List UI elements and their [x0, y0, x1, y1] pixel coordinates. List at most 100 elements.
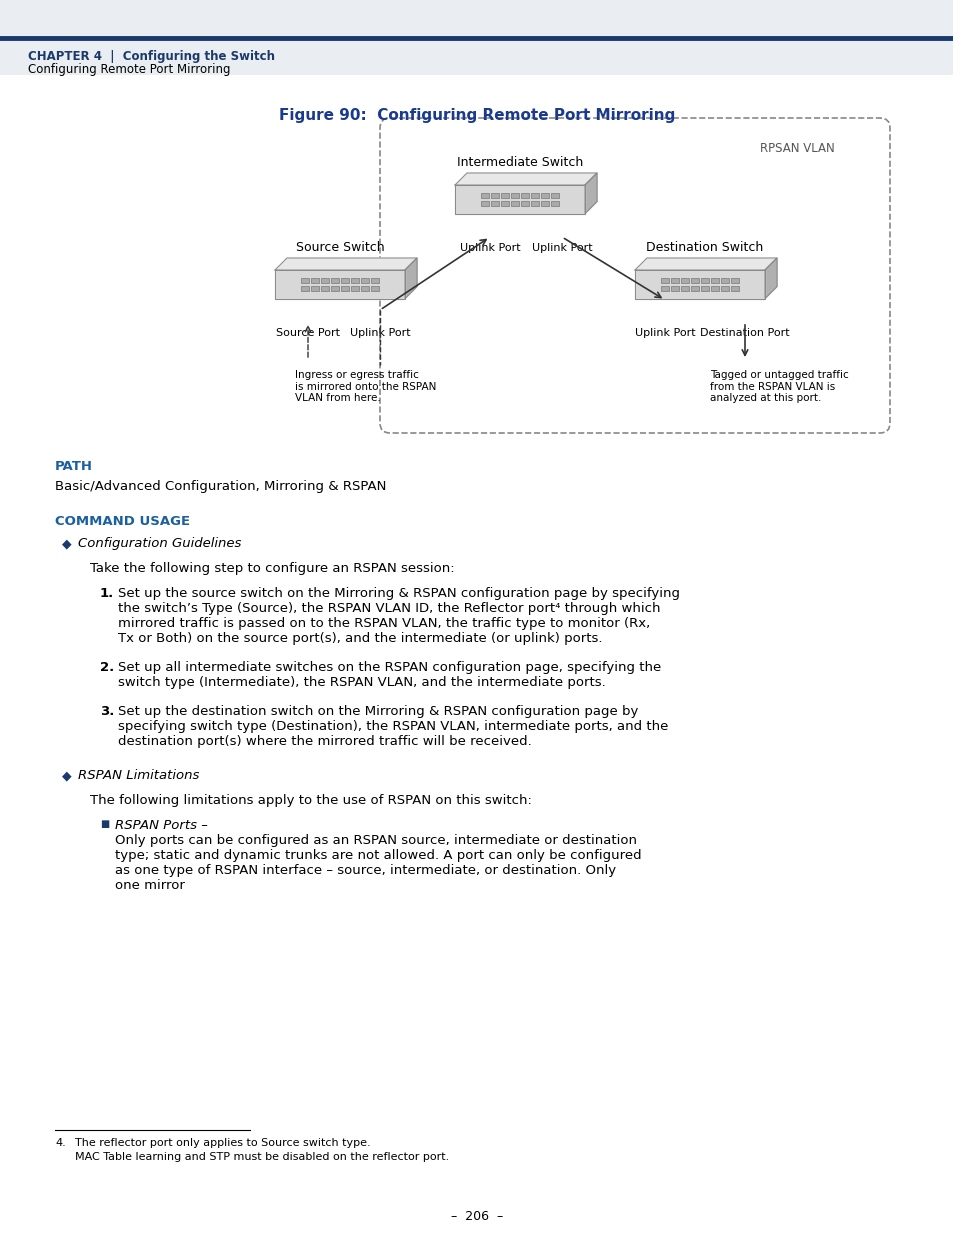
FancyBboxPatch shape: [491, 193, 498, 198]
FancyBboxPatch shape: [351, 278, 358, 283]
FancyBboxPatch shape: [700, 285, 708, 290]
FancyBboxPatch shape: [320, 278, 329, 283]
Text: –  206  –: – 206 –: [451, 1210, 502, 1223]
FancyBboxPatch shape: [320, 285, 329, 290]
FancyBboxPatch shape: [531, 193, 538, 198]
Text: Only ports can be configured as an RSPAN source, intermediate or destination: Only ports can be configured as an RSPAN…: [115, 834, 637, 847]
FancyBboxPatch shape: [690, 285, 699, 290]
FancyBboxPatch shape: [340, 285, 349, 290]
FancyBboxPatch shape: [491, 201, 498, 206]
FancyBboxPatch shape: [360, 278, 369, 283]
FancyBboxPatch shape: [500, 201, 509, 206]
Text: RSPAN Limitations: RSPAN Limitations: [78, 769, 199, 782]
FancyBboxPatch shape: [351, 285, 358, 290]
FancyBboxPatch shape: [720, 278, 728, 283]
FancyBboxPatch shape: [301, 278, 309, 283]
Text: Set up all intermediate switches on the RSPAN configuration page, specifying the: Set up all intermediate switches on the …: [118, 661, 660, 674]
Text: ◆: ◆: [62, 769, 71, 782]
FancyBboxPatch shape: [311, 285, 318, 290]
Text: Set up the source switch on the Mirroring & RSPAN configuration page by specifyi: Set up the source switch on the Mirrorin…: [118, 587, 679, 600]
Text: Configuration Guidelines: Configuration Guidelines: [78, 537, 241, 550]
Text: RSPAN Ports –: RSPAN Ports –: [115, 819, 208, 832]
Polygon shape: [455, 173, 597, 185]
Text: PATH: PATH: [55, 459, 92, 473]
FancyBboxPatch shape: [710, 278, 719, 283]
FancyBboxPatch shape: [311, 278, 318, 283]
Text: Figure 90:  Configuring Remote Port Mirroring: Figure 90: Configuring Remote Port Mirro…: [278, 107, 675, 124]
FancyBboxPatch shape: [720, 285, 728, 290]
Polygon shape: [584, 173, 597, 214]
FancyBboxPatch shape: [670, 278, 679, 283]
Text: Tagged or untagged traffic
from the RSPAN VLAN is
analyzed at this port.: Tagged or untagged traffic from the RSPA…: [709, 370, 848, 403]
Text: Uplink Port: Uplink Port: [459, 243, 519, 253]
Text: The reflector port only applies to Source switch type.: The reflector port only applies to Sourc…: [75, 1137, 370, 1149]
Text: mirrored traffic is passed on to the RSPAN VLAN, the traffic type to monitor (Rx: mirrored traffic is passed on to the RSP…: [118, 618, 650, 630]
FancyBboxPatch shape: [480, 201, 489, 206]
FancyBboxPatch shape: [511, 201, 518, 206]
FancyBboxPatch shape: [700, 278, 708, 283]
FancyBboxPatch shape: [660, 278, 668, 283]
FancyBboxPatch shape: [301, 285, 309, 290]
Text: Uplink Port: Uplink Port: [634, 329, 695, 338]
Text: the switch’s Type (Source), the RSPAN VLAN ID, the Reflector port⁴ through which: the switch’s Type (Source), the RSPAN VL…: [118, 601, 659, 615]
FancyBboxPatch shape: [670, 285, 679, 290]
Text: 1.: 1.: [100, 587, 114, 600]
FancyBboxPatch shape: [520, 201, 529, 206]
Text: Basic/Advanced Configuration, Mirroring & RSPAN: Basic/Advanced Configuration, Mirroring …: [55, 480, 386, 493]
FancyBboxPatch shape: [520, 193, 529, 198]
Text: 2.: 2.: [100, 661, 114, 674]
FancyBboxPatch shape: [540, 201, 548, 206]
Text: Take the following step to configure an RSPAN session:: Take the following step to configure an …: [90, 562, 455, 576]
FancyBboxPatch shape: [500, 193, 509, 198]
Text: Intermediate Switch: Intermediate Switch: [456, 156, 582, 169]
Text: Destination Port: Destination Port: [700, 329, 789, 338]
FancyBboxPatch shape: [360, 285, 369, 290]
FancyBboxPatch shape: [680, 278, 688, 283]
Text: Uplink Port: Uplink Port: [350, 329, 410, 338]
Text: Source Switch: Source Switch: [295, 241, 384, 254]
Text: Configuring Remote Port Mirroring: Configuring Remote Port Mirroring: [28, 63, 231, 77]
FancyBboxPatch shape: [340, 278, 349, 283]
Text: CHAPTER 4  |  Configuring the Switch: CHAPTER 4 | Configuring the Switch: [28, 49, 274, 63]
FancyBboxPatch shape: [551, 193, 558, 198]
FancyBboxPatch shape: [331, 285, 338, 290]
Text: type; static and dynamic trunks are not allowed. A port can only be configured: type; static and dynamic trunks are not …: [115, 848, 641, 862]
Text: COMMAND USAGE: COMMAND USAGE: [55, 515, 190, 529]
Text: Set up the destination switch on the Mirroring & RSPAN configuration page by: Set up the destination switch on the Mir…: [118, 705, 638, 718]
Text: Source Port: Source Port: [275, 329, 339, 338]
Polygon shape: [274, 258, 416, 270]
Text: switch type (Intermediate), the RSPAN VLAN, and the intermediate ports.: switch type (Intermediate), the RSPAN VL…: [118, 676, 605, 689]
Text: Ingress or egress traffic
is mirrored onto the RSPAN
VLAN from here.: Ingress or egress traffic is mirrored on…: [294, 370, 436, 403]
Text: as one type of RSPAN interface – source, intermediate, or destination. Only: as one type of RSPAN interface – source,…: [115, 864, 616, 877]
FancyBboxPatch shape: [730, 278, 739, 283]
Text: destination port(s) where the mirrored traffic will be received.: destination port(s) where the mirrored t…: [118, 735, 531, 748]
FancyBboxPatch shape: [540, 193, 548, 198]
Text: The following limitations apply to the use of RSPAN on this switch:: The following limitations apply to the u…: [90, 794, 532, 806]
Text: 3.: 3.: [100, 705, 114, 718]
Polygon shape: [274, 270, 405, 299]
FancyBboxPatch shape: [531, 201, 538, 206]
Polygon shape: [405, 258, 416, 299]
FancyBboxPatch shape: [371, 278, 378, 283]
Polygon shape: [635, 258, 776, 270]
FancyBboxPatch shape: [511, 193, 518, 198]
FancyBboxPatch shape: [690, 278, 699, 283]
FancyBboxPatch shape: [480, 193, 489, 198]
Text: Uplink Port: Uplink Port: [531, 243, 592, 253]
FancyBboxPatch shape: [331, 278, 338, 283]
Text: one mirror: one mirror: [115, 879, 185, 892]
Polygon shape: [455, 185, 584, 214]
Text: ■: ■: [100, 819, 110, 829]
Text: specifying switch type (Destination), the RSPAN VLAN, intermediate ports, and th: specifying switch type (Destination), th…: [118, 720, 668, 734]
Text: MAC Table learning and STP must be disabled on the reflector port.: MAC Table learning and STP must be disab…: [75, 1152, 449, 1162]
FancyBboxPatch shape: [680, 285, 688, 290]
FancyBboxPatch shape: [660, 285, 668, 290]
Polygon shape: [635, 270, 764, 299]
FancyBboxPatch shape: [371, 285, 378, 290]
Text: 4.: 4.: [55, 1137, 66, 1149]
Text: RPSAN VLAN: RPSAN VLAN: [760, 142, 834, 156]
FancyBboxPatch shape: [730, 285, 739, 290]
Text: Tx or Both) on the source port(s), and the intermediate (or uplink) ports.: Tx or Both) on the source port(s), and t…: [118, 632, 602, 645]
Text: Destination Switch: Destination Switch: [646, 241, 762, 254]
Polygon shape: [764, 258, 776, 299]
